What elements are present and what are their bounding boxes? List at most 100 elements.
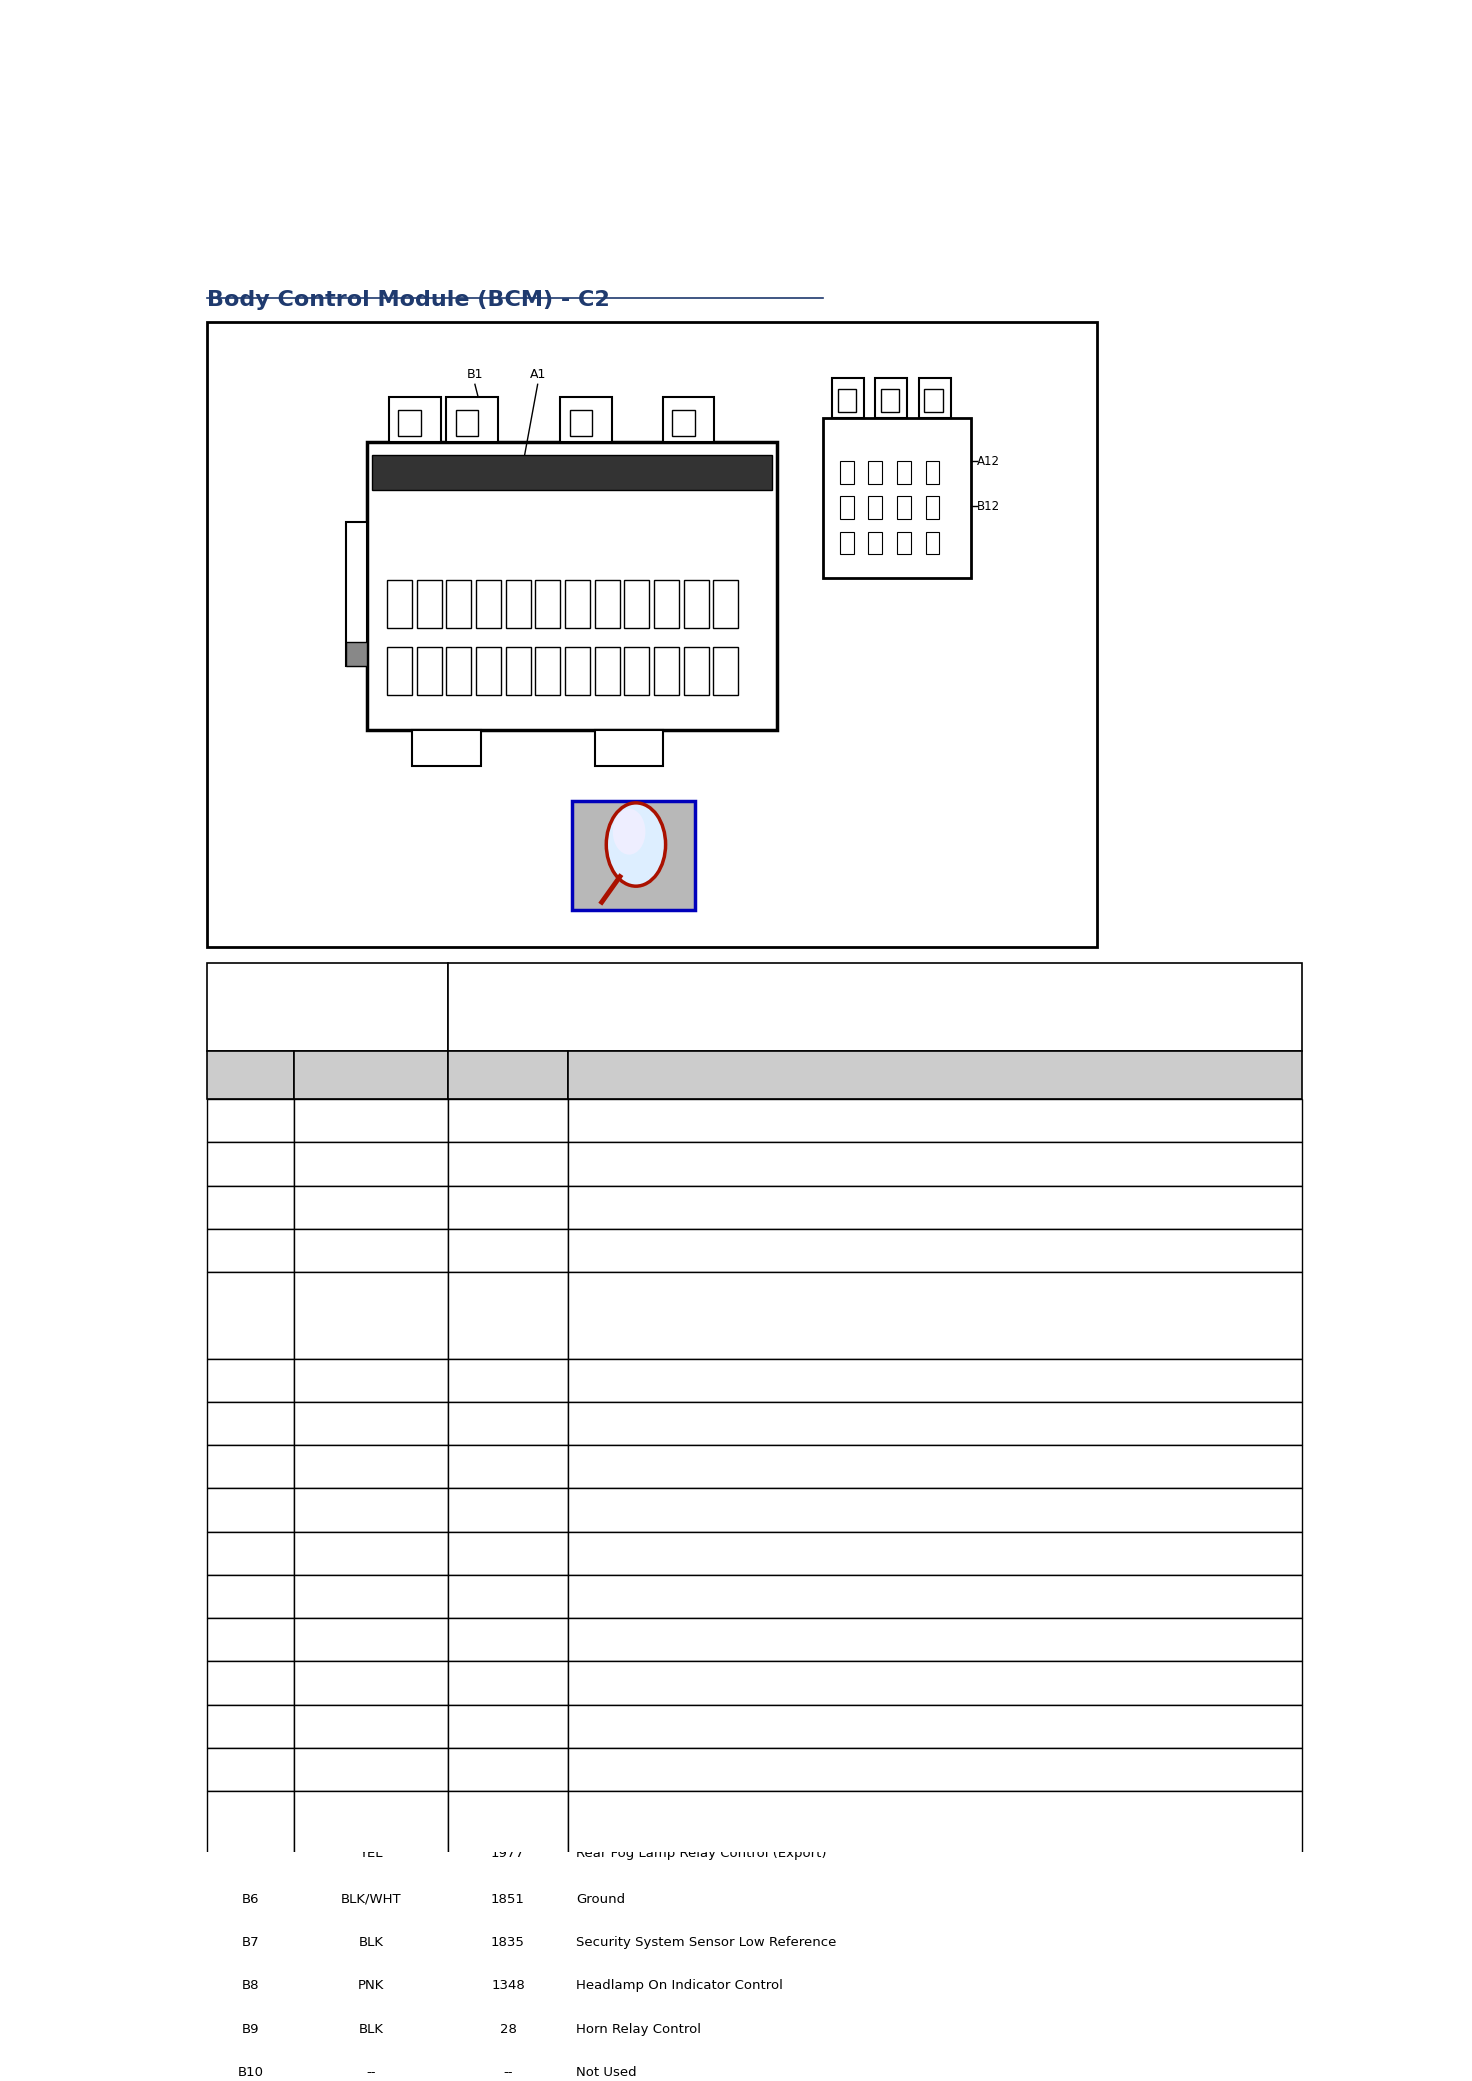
Text: 254: 254: [495, 1201, 521, 1213]
Bar: [447, 1142, 568, 1186]
Bar: [206, 1186, 294, 1228]
Text: BLK/WHT: BLK/WHT: [342, 1634, 402, 1646]
Text: A1: A1: [530, 368, 546, 381]
Bar: [294, 1051, 447, 1099]
Bar: [206, 1051, 294, 1099]
Text: 1977: 1977: [492, 1848, 526, 1860]
Text: B7: B7: [241, 1935, 259, 1950]
Bar: [568, 1444, 1301, 1488]
Text: A8: A8: [241, 1461, 259, 1473]
Text: B8: B8: [241, 1979, 259, 1992]
Text: Body Control Module (BCM) - C2: Body Control Module (BCM) - C2: [206, 289, 609, 310]
Text: Ground: Ground: [576, 1894, 626, 1906]
Text: BLK/WHT: BLK/WHT: [342, 1894, 402, 1906]
Bar: [346, 643, 367, 666]
Text: --: --: [503, 2066, 512, 2079]
Text: Steering Wheel Radio Controls Supply Voltage: Steering Wheel Radio Controls Supply Vol…: [576, 1157, 883, 1170]
Bar: [446, 397, 498, 441]
Text: 592: 592: [495, 1763, 521, 1775]
Text: 1348: 1348: [492, 1979, 526, 1992]
Bar: [683, 647, 710, 695]
Text: Headlamp Low Beam Relay Control: Headlamp Low Beam Relay Control: [576, 1244, 810, 1257]
Bar: [206, 1704, 294, 1748]
Bar: [206, 1921, 294, 1964]
Text: --: --: [367, 2066, 375, 2079]
Bar: [595, 647, 620, 695]
Bar: [568, 2008, 1301, 2050]
Bar: [387, 647, 412, 695]
Bar: [417, 647, 442, 695]
Bar: [294, 1228, 447, 1271]
Bar: [447, 1488, 568, 1532]
Text: B1: B1: [241, 1634, 259, 1646]
Bar: [568, 1359, 1301, 1403]
Bar: [841, 462, 854, 483]
Bar: [372, 456, 771, 491]
Text: Not Used: Not Used: [576, 1113, 637, 1128]
Text: ORN: ORN: [356, 1590, 386, 1602]
Bar: [506, 647, 531, 695]
Bar: [882, 389, 899, 412]
Bar: [206, 1142, 294, 1186]
Text: BLK: BLK: [359, 2023, 384, 2035]
Text: A12: A12: [237, 1590, 263, 1602]
Bar: [926, 497, 939, 518]
Text: A11: A11: [237, 1546, 263, 1561]
Bar: [568, 1403, 1301, 1444]
Text: B3: B3: [241, 1719, 259, 1733]
Bar: [206, 1099, 294, 1142]
Text: A5: A5: [241, 1309, 259, 1321]
Text: Not Used: Not Used: [576, 1502, 637, 1517]
Text: 359: 359: [495, 1808, 521, 1823]
Bar: [447, 1661, 568, 1704]
Text: --: --: [367, 1113, 375, 1128]
Text: Pin: Pin: [237, 1068, 263, 1082]
Bar: [294, 1575, 447, 1619]
Text: B1: B1: [467, 368, 483, 381]
Bar: [624, 581, 649, 628]
Bar: [565, 581, 590, 628]
Text: 1835: 1835: [492, 1935, 526, 1950]
Bar: [568, 1704, 1301, 1748]
Text: 193: 193: [495, 1461, 521, 1473]
Bar: [294, 1748, 447, 1792]
Bar: [206, 1488, 294, 1532]
Bar: [536, 647, 561, 695]
Bar: [447, 1575, 568, 1619]
Bar: [832, 379, 864, 418]
Bar: [447, 1051, 568, 1099]
Text: DRL Relay Control: DRL Relay Control: [576, 1763, 696, 1775]
Text: --: --: [503, 1417, 512, 1430]
Bar: [475, 647, 500, 695]
Bar: [568, 1051, 1301, 1099]
Bar: [568, 1575, 1301, 1619]
Text: B2: B2: [241, 1677, 259, 1690]
Text: B5: B5: [241, 1827, 259, 1842]
Bar: [568, 1099, 1301, 1142]
Bar: [838, 389, 855, 412]
Text: A12: A12: [977, 456, 999, 468]
Bar: [447, 1748, 568, 1792]
Text: 1353: 1353: [492, 1719, 526, 1733]
Text: TAN/BLK: TAN/BLK: [343, 1201, 399, 1213]
Text: Battery Positive Voltage: Battery Positive Voltage: [576, 1590, 736, 1602]
Text: A1: A1: [241, 1113, 259, 1128]
Bar: [294, 1661, 447, 1704]
Text: Rear Defog Relay Control: Rear Defog Relay Control: [576, 1461, 743, 1473]
Bar: [568, 1964, 1301, 2008]
Bar: [447, 1444, 568, 1488]
Bar: [294, 1877, 447, 1921]
Bar: [346, 522, 367, 666]
Bar: [568, 1228, 1301, 1271]
Text: 1140: 1140: [492, 1590, 526, 1602]
Text: 1317: 1317: [492, 1309, 526, 1321]
Text: --: --: [503, 1113, 512, 1128]
Bar: [561, 397, 612, 441]
Circle shape: [606, 803, 665, 887]
Bar: [896, 533, 911, 554]
Bar: [446, 647, 471, 695]
Text: 28: 28: [499, 2023, 517, 2035]
Bar: [570, 410, 592, 435]
Text: Wire Color: Wire Color: [327, 1068, 417, 1082]
Text: Circuit No.: Circuit No.: [462, 1068, 553, 1082]
